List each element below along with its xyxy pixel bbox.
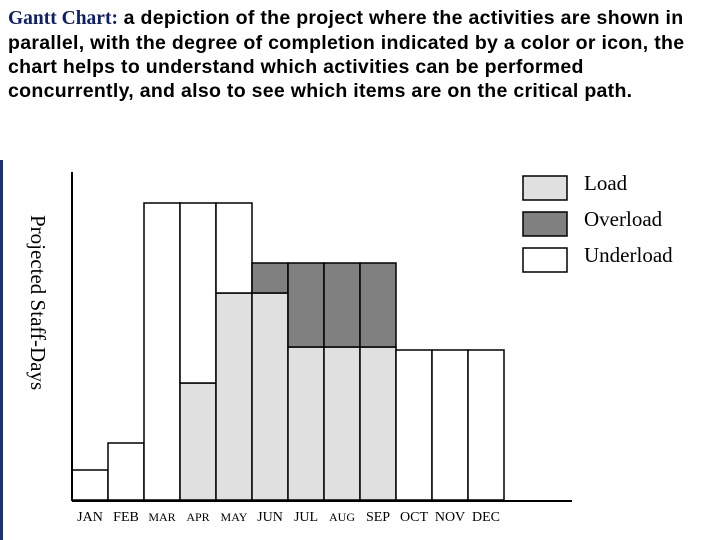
- bar-aug-load: [323, 346, 361, 501]
- bar-nov-underload: [431, 349, 469, 501]
- bar-jun-load: [251, 292, 289, 501]
- bar-jul-load: [287, 346, 325, 501]
- bar-jul-overload: [287, 262, 325, 348]
- x-tick-label-sep: SEP: [366, 510, 390, 525]
- slide-heading: Gantt Chart: a depiction of the project …: [8, 6, 714, 103]
- bar-mar-underload: [143, 202, 181, 501]
- x-tick-label-jul: JUL: [294, 510, 318, 525]
- bar-jan-underload: [71, 469, 109, 501]
- x-tick-label-nov: NOV: [435, 510, 465, 525]
- heading-body: a depiction of the project where the act…: [8, 7, 685, 102]
- bar-feb-underload: [107, 442, 145, 501]
- x-tick-label-feb: FEB: [113, 510, 139, 525]
- legend-label-underload: Underload: [584, 243, 673, 267]
- slide-frame-left: [0, 160, 3, 540]
- heading-lead: Gantt Chart:: [8, 8, 118, 29]
- bar-sep-load: [359, 346, 397, 501]
- x-tick-label-jan: JAN: [77, 510, 103, 525]
- bar-apr-load: [179, 382, 217, 501]
- legend-swatch-underload: [522, 247, 568, 273]
- x-tick-label-apr: APR: [186, 510, 209, 524]
- x-tick-label-oct: OCT: [400, 510, 428, 525]
- bar-sep-overload: [359, 262, 397, 348]
- bar-layer: [71, 202, 505, 501]
- bar-oct-underload: [395, 349, 433, 501]
- bar-jun-overload: [251, 262, 289, 294]
- x-tick-label-may: MAY: [221, 510, 248, 524]
- legend-label-overload: Overload: [584, 207, 663, 231]
- x-tick-label-aug: AUG: [329, 510, 355, 524]
- x-tick-labels: JAN FEB MAR APR MAY JUN JUL AUG SEP OCT NOV DEC: [77, 510, 500, 525]
- x-tick-label-jun: JUN: [257, 510, 283, 525]
- legend-swatch-load: [522, 175, 568, 201]
- legend-label-load: Load: [584, 171, 628, 195]
- bar-may-underload: [215, 202, 253, 294]
- bar-aug-overload: [323, 262, 361, 348]
- bar-dec-underload: [467, 349, 505, 501]
- x-tick-label-mar: MAR: [148, 510, 175, 524]
- x-tick-label-dec: DEC: [472, 510, 500, 525]
- legend-swatch-overload: [522, 211, 568, 237]
- bar-apr-underload: [179, 202, 217, 384]
- bar-may-load: [215, 292, 253, 501]
- legend: [522, 175, 568, 273]
- y-axis-label: Projected Staff-Days: [26, 215, 50, 391]
